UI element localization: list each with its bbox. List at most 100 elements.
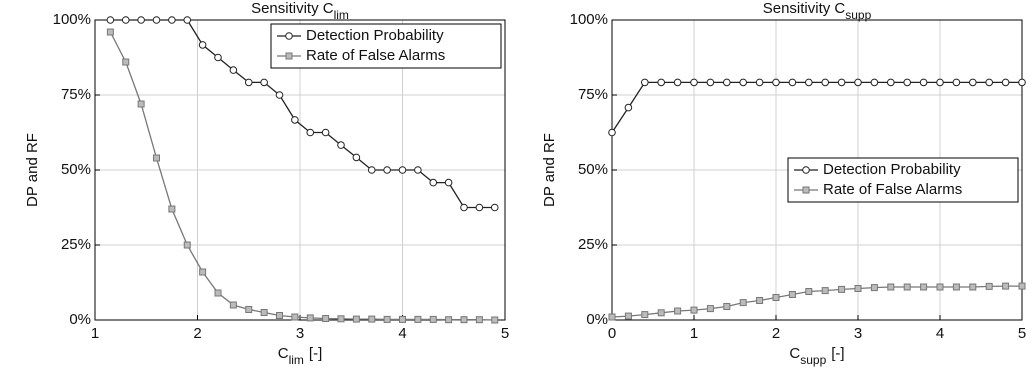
marker xyxy=(674,307,682,315)
marker xyxy=(291,313,299,321)
marker xyxy=(368,315,376,323)
x-tick-label: 5 xyxy=(1018,325,1026,342)
marker xyxy=(1018,282,1026,290)
x-tick-label: 5 xyxy=(501,325,509,342)
marker xyxy=(414,315,422,323)
legend-label: Rate of False Alarms xyxy=(823,181,962,198)
x-axis-label-unit: [-] xyxy=(831,345,844,362)
marker xyxy=(229,301,237,309)
marker xyxy=(367,166,376,174)
marker xyxy=(460,316,468,324)
chart-title: Sensitivity Csupp xyxy=(763,0,872,22)
marker xyxy=(121,16,130,24)
marker xyxy=(854,78,862,87)
marker xyxy=(275,91,284,99)
marker xyxy=(1001,78,1010,87)
marker xyxy=(444,178,453,187)
marker xyxy=(475,203,484,212)
marker xyxy=(805,288,813,295)
marker xyxy=(772,78,780,87)
marker xyxy=(106,16,115,24)
marker xyxy=(838,285,846,293)
y-tick-label: 50% xyxy=(578,161,608,178)
marker xyxy=(756,297,764,304)
marker xyxy=(1018,78,1026,87)
y-axis-label: DP and RF xyxy=(541,133,558,207)
marker xyxy=(260,309,268,316)
marker xyxy=(429,315,437,323)
x-axis-label-main: C xyxy=(278,345,289,362)
x-axis-label: Clim [-] xyxy=(278,345,323,367)
marker xyxy=(383,315,391,323)
axes-frame xyxy=(94,19,506,321)
x-axis-label-main: C xyxy=(789,345,800,362)
x-tick-label: 2 xyxy=(193,325,201,342)
chart-title-sub: lim xyxy=(334,8,349,22)
marker xyxy=(919,78,928,87)
marker xyxy=(229,66,238,74)
marker xyxy=(837,78,846,87)
series-line xyxy=(611,81,1022,133)
marker xyxy=(122,58,130,66)
marker xyxy=(821,78,830,87)
x-axis-label-unit: [-] xyxy=(309,345,322,362)
marker xyxy=(168,205,176,213)
marker xyxy=(706,305,714,313)
x-axis-label-sub: lim xyxy=(289,353,304,367)
x-tick-label: 3 xyxy=(854,325,862,342)
marker xyxy=(723,303,731,310)
y-tick-label: 0% xyxy=(69,311,91,328)
legend: Detection Probability Rate of False Alarm… xyxy=(270,23,502,69)
marker xyxy=(137,16,145,24)
marker xyxy=(199,268,207,276)
marker xyxy=(106,28,114,36)
marker xyxy=(244,78,253,87)
marker xyxy=(690,78,698,87)
chart-title-main: Sensitivity C xyxy=(763,0,846,17)
marker xyxy=(398,166,407,174)
marker xyxy=(383,166,391,174)
marker xyxy=(985,282,993,290)
marker xyxy=(673,78,682,87)
marker xyxy=(739,78,748,87)
marker xyxy=(624,103,633,112)
x-tick-label: 4 xyxy=(398,325,406,342)
marker xyxy=(641,311,649,319)
y-axis-label: DP and RF xyxy=(24,133,41,207)
marker xyxy=(322,315,330,322)
x-tick-label: 0 xyxy=(608,325,616,342)
legend-marker xyxy=(285,52,293,60)
marker xyxy=(460,203,468,212)
x-tick-label: 4 xyxy=(936,325,944,342)
marker xyxy=(690,306,698,314)
legend-marker xyxy=(285,32,293,40)
marker xyxy=(198,41,207,49)
marker xyxy=(870,78,879,87)
marker xyxy=(952,78,961,87)
marker xyxy=(821,287,829,295)
marker xyxy=(337,141,345,149)
marker xyxy=(137,100,145,108)
y-tick-label: 100% xyxy=(570,11,608,28)
y-tick-label: 75% xyxy=(578,86,608,103)
marker xyxy=(903,283,911,291)
marker xyxy=(805,78,813,87)
marker xyxy=(445,316,453,324)
marker xyxy=(772,294,780,301)
marker xyxy=(168,16,176,24)
marker xyxy=(657,309,665,317)
legend-label: Detection Probability xyxy=(306,27,444,44)
marker xyxy=(429,178,438,187)
marker xyxy=(260,78,268,87)
marker xyxy=(337,315,345,323)
y-tick-label: 25% xyxy=(61,236,91,253)
marker xyxy=(887,78,895,87)
marker xyxy=(969,283,977,291)
marker xyxy=(491,316,499,324)
marker xyxy=(952,283,960,291)
x-axis-label: Csupp [-] xyxy=(789,345,844,367)
chart-title: Sensitivity Clim xyxy=(251,0,349,22)
marker xyxy=(608,313,616,321)
